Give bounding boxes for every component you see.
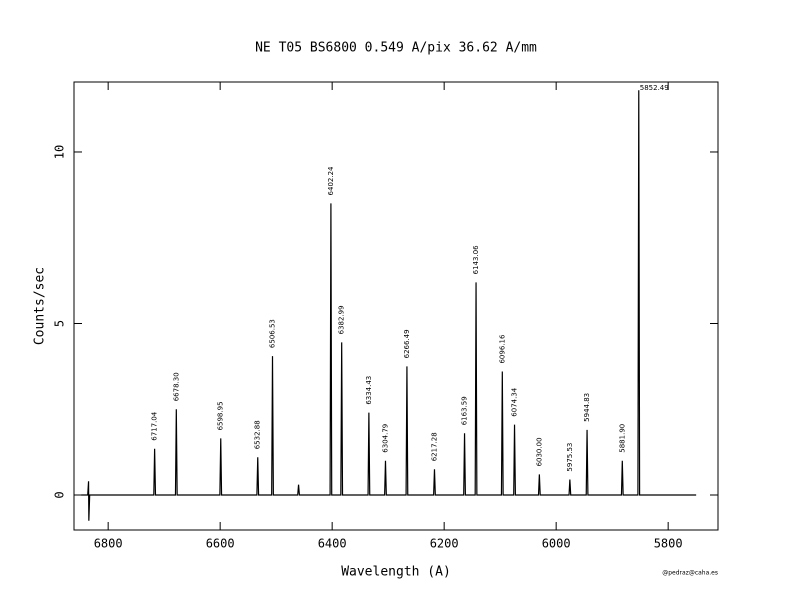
peak-label: 6163.59 <box>461 396 469 425</box>
x-tick-label: 6600 <box>206 537 235 551</box>
peak-label: 5881.90 <box>618 424 626 453</box>
peak-label: 6074.34 <box>511 387 519 416</box>
peak-label: 6532.88 <box>254 420 262 449</box>
peak-label: 5944.83 <box>583 393 591 422</box>
peak-label: 6598.95 <box>217 401 225 430</box>
peak-label: 6334.43 <box>365 376 373 405</box>
credit: @pedraz@caha.es <box>662 570 718 577</box>
peak-label: 6217.28 <box>430 432 438 461</box>
x-tick-label: 6200 <box>430 537 459 551</box>
peak-label: 6506.53 <box>269 319 277 348</box>
peak-label: 6717.04 <box>151 411 159 440</box>
spectrum-line <box>81 90 697 521</box>
x-tick-label: 6000 <box>542 537 571 551</box>
chart-title: NE T05 BS6800 0.549 A/pix 36.62 A/mm <box>255 41 537 56</box>
peak-label: 6402.24 <box>327 166 335 195</box>
peak-label: 6678.30 <box>172 372 180 401</box>
x-axis-label: Wavelength (A) <box>341 565 451 580</box>
peak-label: 6382.99 <box>338 305 346 334</box>
peak-label: 6304.79 <box>381 424 389 453</box>
x-tick-label: 6400 <box>318 537 347 551</box>
peak-label: 5852.49 <box>640 84 669 92</box>
peak-label: 6266.49 <box>403 329 411 358</box>
y-tick-label: 0 <box>53 491 67 498</box>
peak-label: 6096.16 <box>498 334 506 363</box>
y-tick-label: 5 <box>53 320 67 327</box>
x-tick-label: 5800 <box>654 537 683 551</box>
x-tick-label: 6800 <box>94 537 123 551</box>
peak-label: 6030.00 <box>535 437 543 466</box>
peak-label: 6143.06 <box>472 245 480 274</box>
plot-frame <box>73 81 719 531</box>
y-tick-label: 10 <box>53 145 67 159</box>
y-axis-label: Counts/sec <box>33 267 48 345</box>
peak-label: 5975.53 <box>566 443 574 472</box>
